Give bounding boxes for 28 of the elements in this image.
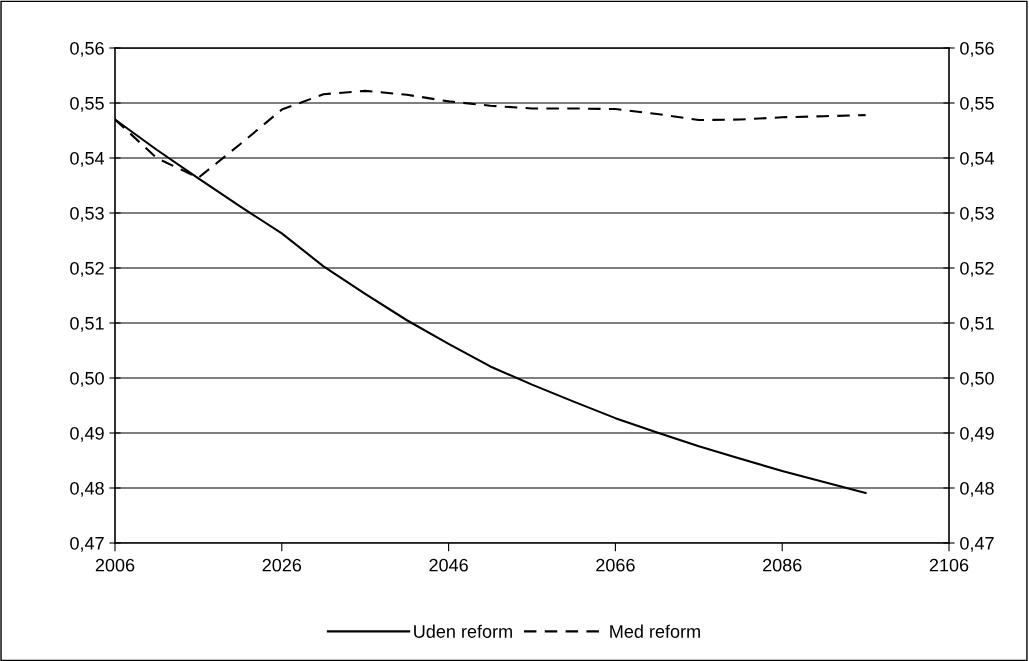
y-tick-label: 0,56 bbox=[70, 41, 104, 57]
y-tick-label: 0,48 bbox=[70, 481, 104, 497]
y-tick-label: 0,52 bbox=[70, 261, 104, 277]
y-tick-label: 0,49 bbox=[70, 426, 104, 442]
y-tick-label: 0,51 bbox=[70, 316, 104, 332]
y2-tick-label: 0,49 bbox=[960, 426, 994, 442]
y-tick-label: 0,55 bbox=[70, 96, 104, 112]
y2-tick-label: 0,47 bbox=[960, 536, 994, 552]
y2-tick-label: 0,53 bbox=[960, 206, 994, 222]
x-tick-label: 2066 bbox=[596, 558, 635, 572]
x-tick-label: 2086 bbox=[763, 558, 802, 572]
y2-tick-label: 0,52 bbox=[960, 261, 994, 277]
x-tick-label: 2006 bbox=[95, 558, 135, 572]
y-tick-label: 0,54 bbox=[70, 151, 105, 167]
y2-tick-label: 0,55 bbox=[960, 96, 994, 112]
y-tick-label: 0,47 bbox=[70, 536, 104, 552]
x-tick-label: 2106 bbox=[929, 558, 969, 572]
y-tick-label: 0,53 bbox=[70, 206, 104, 222]
legend-label: Med reform bbox=[610, 624, 700, 638]
y-tick-label: 0,50 bbox=[70, 371, 104, 387]
y2-tick-label: 0,51 bbox=[960, 316, 994, 332]
y2-tick-label: 0,48 bbox=[960, 481, 994, 497]
y2-tick-label: 0,50 bbox=[960, 371, 994, 387]
legend-label: Uden reform bbox=[414, 624, 512, 638]
y2-tick-label: 0,54 bbox=[960, 151, 995, 167]
x-tick-label: 2026 bbox=[262, 558, 302, 572]
y2-tick-label: 0,56 bbox=[960, 41, 994, 57]
x-tick-label: 2046 bbox=[429, 558, 468, 572]
